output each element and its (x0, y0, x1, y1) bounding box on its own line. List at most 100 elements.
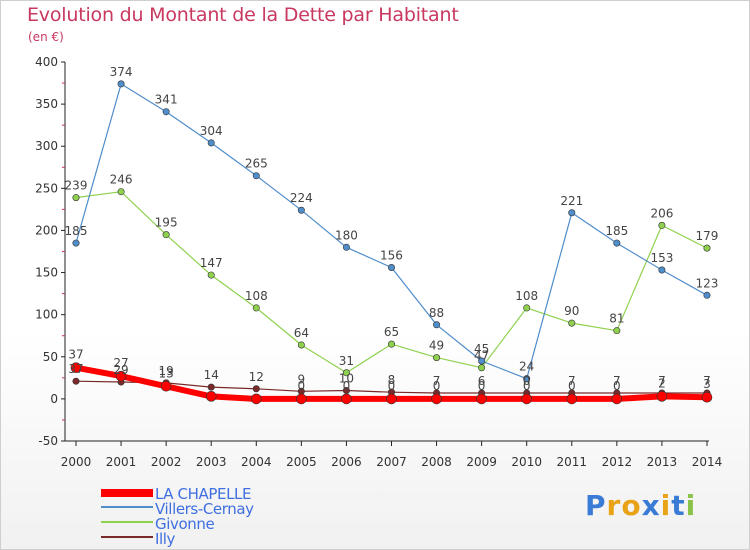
data-label-illy: 37 (68, 362, 83, 376)
y-tick-label: 200 (35, 223, 58, 237)
y-tick-label: 0 (50, 392, 58, 406)
data-label-givonne: 108 (515, 289, 538, 303)
data-label-illy: 12 (249, 370, 264, 384)
data-label-givonne: 65 (384, 325, 399, 339)
data-label-villers-cernay: 123 (696, 276, 719, 290)
y-tick-label: 300 (35, 139, 58, 153)
legend-swatch-villers-cernay (101, 506, 153, 508)
data-point-la-chapelle (701, 391, 713, 403)
data-point-givonne (342, 369, 350, 377)
data-point-givonne (658, 221, 666, 229)
data-label-illy: 10 (339, 371, 354, 385)
data-point-givonne (478, 364, 486, 372)
data-label-la-chapelle: 2 (658, 376, 666, 390)
data-point-givonne (252, 304, 260, 312)
logo-letter: x (641, 489, 661, 522)
data-label-villers-cernay: 45 (474, 342, 489, 356)
data-point-villers-cernay (658, 266, 666, 274)
data-point-villers-cernay (387, 264, 395, 272)
data-point-la-chapelle (296, 393, 307, 405)
data-label-illy: 7 (613, 374, 621, 388)
logo-letter: t (671, 489, 686, 522)
data-point-givonne (703, 244, 711, 252)
y-tick-label: 350 (35, 97, 58, 111)
data-point-villers-cernay (162, 108, 170, 116)
data-label-la-chapelle: 0 (298, 379, 306, 393)
logo-letter: P (585, 489, 607, 522)
x-tick-label: 2004 (241, 455, 272, 469)
x-tick-label: 2001 (106, 455, 137, 469)
logo-letter: i (685, 489, 697, 522)
data-label-illy: 8 (388, 373, 396, 387)
data-point-la-chapelle (386, 393, 397, 405)
data-label-givonne: 90 (564, 304, 579, 318)
data-label-illy: 19 (158, 364, 173, 378)
data-label-villers-cernay: 221 (560, 194, 583, 208)
data-label-la-chapelle: 37 (68, 348, 83, 362)
data-point-villers-cernay (207, 139, 215, 147)
data-label-illy: 7 (568, 374, 576, 388)
data-label-illy: 29 (113, 363, 128, 377)
x-tick-label: 2010 (511, 455, 542, 469)
data-point-givonne (207, 271, 215, 279)
legend-label-illy: Illy (155, 530, 176, 548)
data-point-la-chapelle (70, 362, 82, 374)
x-tick-label: 2009 (466, 455, 497, 469)
data-label-illy: 7 (658, 374, 666, 388)
data-label-givonne: 179 (696, 229, 719, 243)
data-label-villers-cernay: 156 (380, 249, 403, 263)
data-point-villers-cernay (523, 375, 531, 383)
x-tick-label: 2002 (151, 455, 182, 469)
chart-subtitle: (en €) (28, 30, 64, 44)
chart-title: Evolution du Montant de la Dette par Hab… (27, 4, 459, 26)
legend-swatch-la-chapelle (101, 489, 153, 497)
data-label-illy: 9 (298, 372, 306, 386)
data-point-givonne (297, 341, 305, 349)
data-point-villers-cernay (478, 357, 486, 365)
data-label-la-chapelle: 0 (433, 379, 441, 393)
data-label-la-chapelle: 0 (523, 379, 531, 393)
data-label-givonne: 31 (339, 354, 354, 368)
data-label-givonne: 239 (65, 179, 88, 193)
data-point-villers-cernay (342, 243, 350, 251)
data-point-la-chapelle (566, 393, 578, 405)
x-tick-label: 2007 (376, 455, 407, 469)
data-point-la-chapelle (205, 391, 217, 402)
x-tick-label: 2006 (331, 455, 362, 469)
x-tick-label: 2013 (647, 455, 678, 469)
data-label-villers-cernay: 153 (650, 251, 673, 265)
data-point-givonne (162, 231, 170, 239)
data-label-la-chapelle: 0 (343, 379, 351, 393)
data-point-givonne (433, 354, 441, 362)
data-label-la-chapelle: 13 (158, 366, 173, 380)
data-label-givonne: 49 (429, 339, 444, 353)
data-point-givonne (117, 188, 125, 196)
data-label-villers-cernay: 185 (65, 224, 88, 238)
data-label-givonne: 47 (474, 349, 489, 363)
data-label-givonne: 108 (245, 289, 268, 303)
data-label-villers-cernay: 341 (155, 93, 178, 107)
data-point-la-chapelle (431, 393, 442, 405)
data-label-illy: 7 (433, 374, 441, 388)
data-point-villers-cernay (613, 239, 621, 247)
legend-swatch-givonne (101, 521, 153, 523)
data-point-la-chapelle (250, 393, 262, 405)
data-label-givonne: 147 (200, 256, 223, 270)
data-point-givonne (387, 340, 395, 348)
data-label-villers-cernay: 265 (245, 157, 268, 171)
y-tick-label: -50 (38, 434, 58, 448)
data-label-givonne: 206 (650, 206, 673, 220)
data-label-villers-cernay: 24 (519, 360, 534, 374)
legend-label-givonne: Givonne (155, 515, 215, 533)
data-point-illy (72, 377, 80, 385)
data-label-villers-cernay: 224 (290, 191, 313, 205)
data-label-la-chapelle: 27 (113, 356, 128, 370)
x-tick-label: 2012 (602, 455, 633, 469)
logo-letter: o (621, 489, 642, 522)
logo-letter: i (660, 489, 672, 522)
data-point-la-chapelle (476, 393, 487, 405)
data-label-villers-cernay: 374 (110, 65, 133, 79)
data-point-givonne (568, 319, 576, 327)
x-tick-label: 2000 (61, 455, 92, 469)
